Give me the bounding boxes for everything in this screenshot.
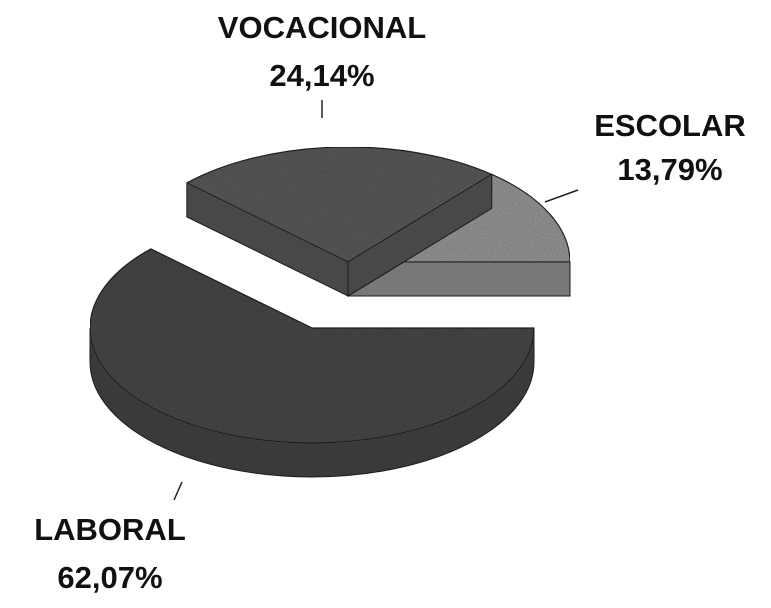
slice-value-label: 13,79% (617, 152, 722, 187)
slice (185, 146, 494, 263)
slice-name: ESCOLAR (594, 108, 746, 143)
slice-value-label: 62,07% (57, 560, 162, 595)
slice (89, 248, 535, 444)
slice-name: VOCACIONAL (218, 10, 426, 45)
slice-name: LABORAL (34, 512, 186, 547)
leader-line (173, 481, 183, 501)
pie (89, 146, 571, 478)
leader-line (544, 189, 579, 203)
slice-value-label: 24,14% (269, 58, 374, 93)
